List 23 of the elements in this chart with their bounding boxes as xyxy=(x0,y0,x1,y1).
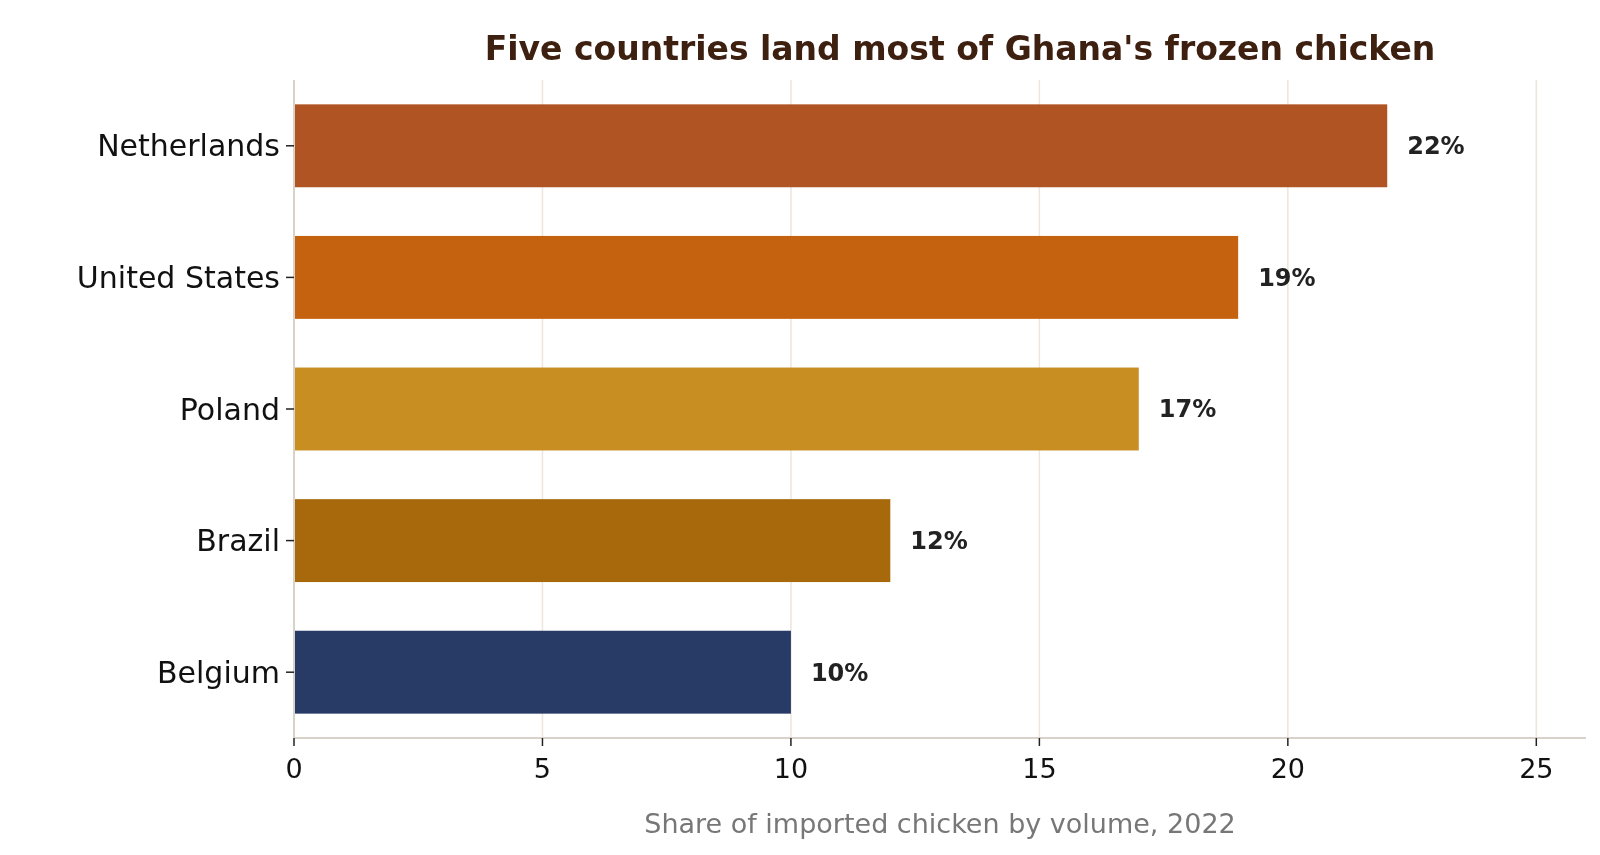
data-label: 10% xyxy=(810,658,869,687)
data-label: 17% xyxy=(1158,395,1217,424)
y-tick-label: Belgium xyxy=(157,654,280,690)
bar xyxy=(294,104,1388,188)
bar xyxy=(294,630,791,714)
y-tick-label: Poland xyxy=(179,391,280,427)
bar xyxy=(294,235,1239,319)
data-label: 19% xyxy=(1258,263,1316,292)
x-tick-label: 20 xyxy=(1270,753,1306,784)
x-axis-title: Share of imported chicken by volume, 2022 xyxy=(644,808,1236,839)
y-tick-label: United States xyxy=(76,259,280,295)
x-tick-label: 0 xyxy=(285,753,303,784)
data-label: 22% xyxy=(1407,132,1465,161)
bar xyxy=(294,499,891,583)
x-tick-label: 25 xyxy=(1519,753,1554,784)
chart-title: Five countries land most of Ghana's frozen chicken xyxy=(484,29,1436,68)
data-label: 12% xyxy=(910,527,968,555)
y-tick-label: Netherlands xyxy=(97,128,280,164)
x-tick-label: 10 xyxy=(773,753,809,784)
bar xyxy=(294,367,1139,451)
x-tick-label: 15 xyxy=(1022,753,1057,784)
y-tick-label: Brazil xyxy=(196,523,280,559)
x-tick-label: 5 xyxy=(533,753,552,784)
